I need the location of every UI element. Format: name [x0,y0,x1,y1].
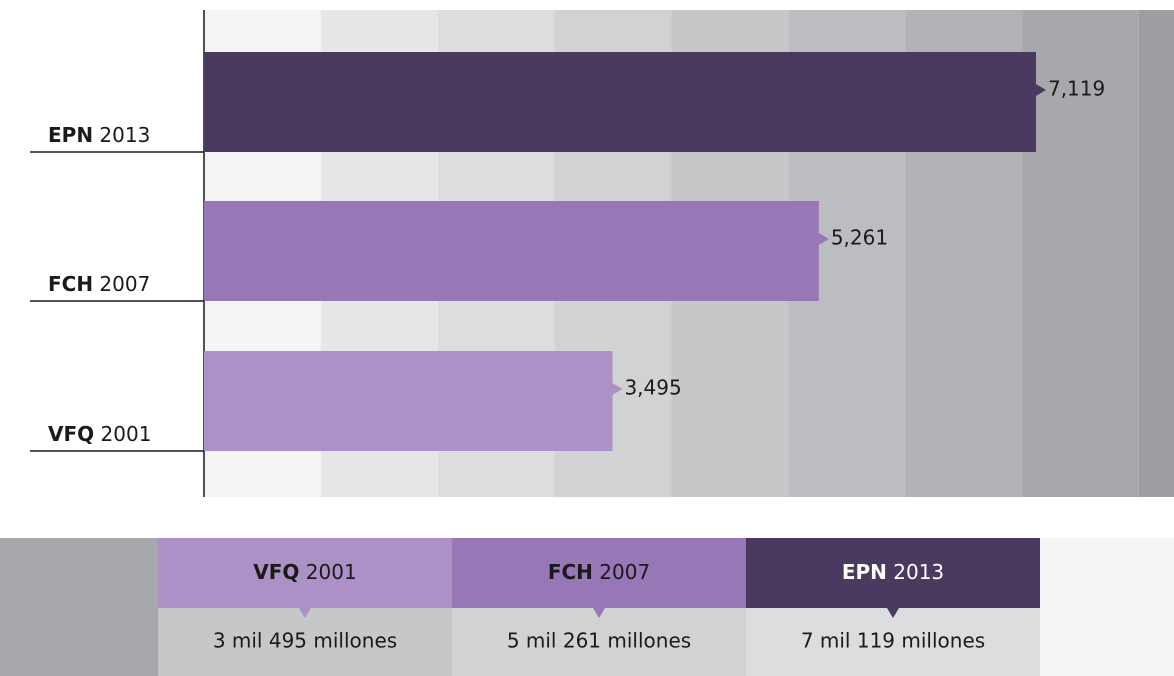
value-label: 5,261 [831,226,888,250]
table-header-cell [452,538,746,608]
table-header: VFQ 2001 [253,560,356,584]
background-band [1138,10,1174,497]
bar [204,201,819,301]
category-label: VFQ 2001 [48,422,151,446]
table-amount: 3 mil 495 millones [213,629,397,653]
table-amount-cell [746,608,1040,676]
label-pointer [1035,84,1046,96]
label-pointer [612,383,623,395]
table-side [0,538,158,676]
label-pointer [818,233,829,245]
header-pointer [887,608,899,618]
category-label: EPN 2013 [48,123,150,147]
bar [204,52,1036,152]
table-amount-cell [158,608,452,676]
table-header: EPN 2013 [842,560,944,584]
table-header-cell [158,538,452,608]
table-header: FCH 2007 [548,560,650,584]
table-amount: 7 mil 119 millones [801,629,985,653]
header-pointer [593,608,605,618]
table-header-cell [746,538,1040,608]
table-side [1040,538,1174,676]
table-amount: 5 mil 261 millones [507,629,691,653]
value-label: 3,495 [624,376,681,400]
bar [204,351,613,451]
value-label: 7,119 [1048,77,1105,101]
header-pointer [299,608,311,618]
category-label: FCH 2007 [48,272,150,296]
table-amount-cell [452,608,746,676]
